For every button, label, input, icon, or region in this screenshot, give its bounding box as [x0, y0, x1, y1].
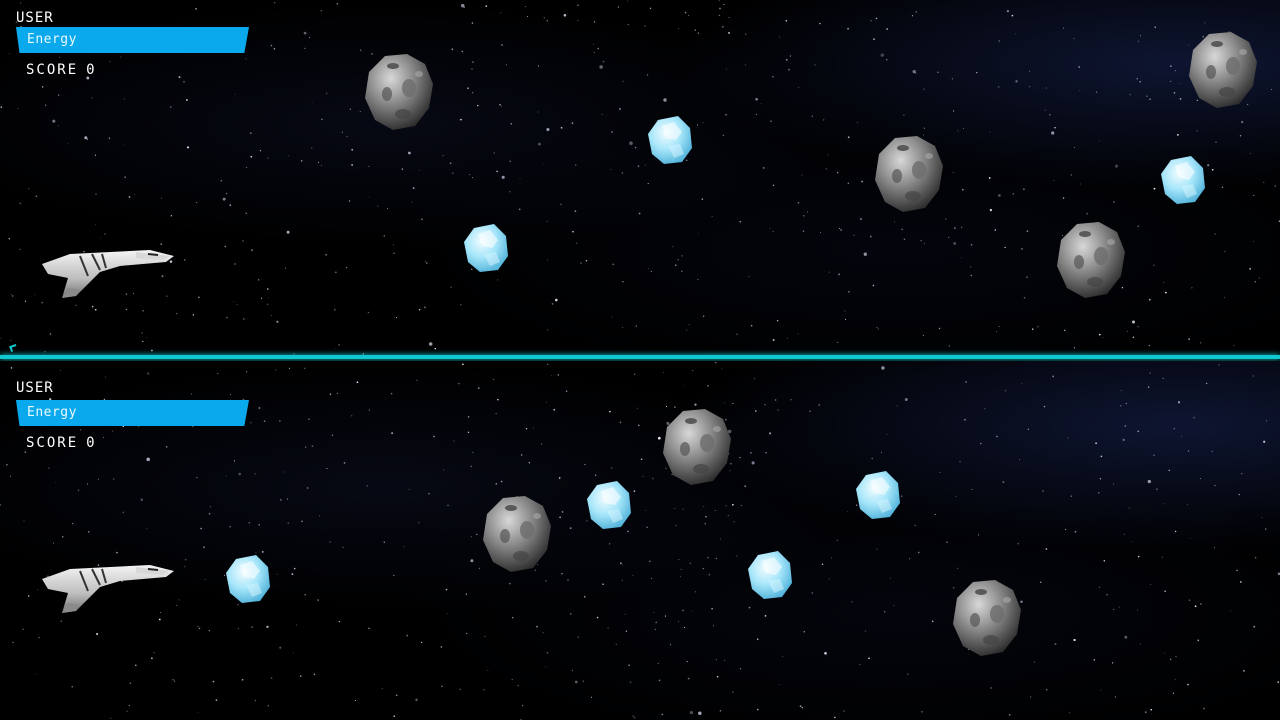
- player-one-score-value: 0: [86, 62, 97, 78]
- ice-crystal-icon: [648, 116, 692, 164]
- player-one-viewport: USER Energy SCORE 0: [0, 0, 1280, 355]
- spaceship-icon: [41, 564, 175, 614]
- starfield-top: [0, 0, 1280, 355]
- ice-crystal-icon: [226, 555, 270, 603]
- ice-crystal-icon: [748, 551, 792, 599]
- player-one-score-label: SCORE: [26, 62, 79, 78]
- starfield-bottom: [0, 361, 1280, 720]
- player-two-user-label: USER: [16, 380, 54, 396]
- ice-crystal-icon: [1161, 156, 1205, 204]
- player-two-score: SCORE 0: [26, 435, 97, 451]
- asteroid-icon: [953, 580, 1021, 656]
- ice-crystal-icon: [587, 481, 631, 529]
- player-one-energy-bar: Energy: [16, 27, 249, 53]
- ice-crystal-icon: [464, 224, 508, 272]
- asteroid-icon: [875, 136, 943, 212]
- asteroid-icon: [663, 409, 731, 485]
- player-one-score: SCORE 0: [26, 62, 97, 78]
- player-one-energy-label: Energy: [27, 32, 77, 47]
- player-two-score-value: 0: [86, 435, 97, 451]
- player-two-energy-label: Energy: [27, 405, 77, 420]
- asteroid-icon: [1189, 32, 1257, 108]
- split-screen-divider: [0, 355, 1280, 359]
- asteroid-icon: [1057, 222, 1125, 298]
- player-two-viewport: USER Energy SCORE 0: [0, 361, 1280, 720]
- spaceship-icon: [41, 249, 175, 299]
- asteroid-icon: [365, 54, 433, 130]
- player-two-energy-bar: Energy: [16, 400, 249, 426]
- player-two-score-label: SCORE: [26, 435, 79, 451]
- ice-crystal-icon: [856, 471, 900, 519]
- player-one-user-label: USER: [16, 10, 54, 26]
- asteroid-icon: [483, 496, 551, 572]
